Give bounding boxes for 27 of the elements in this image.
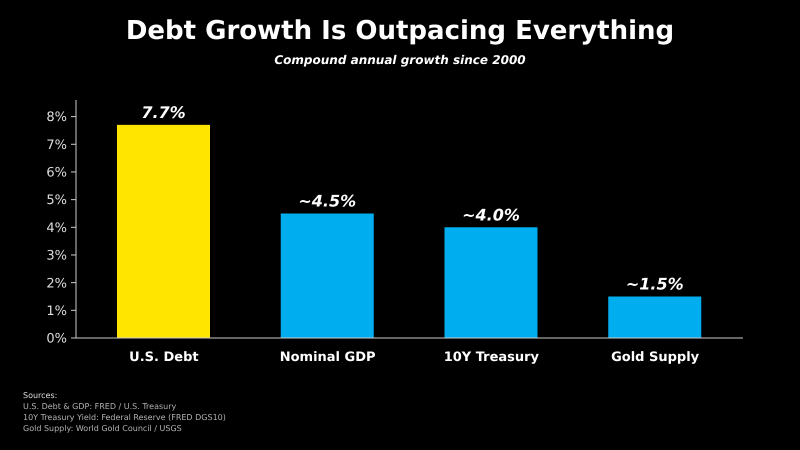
y-tick-label: 3% (46, 248, 67, 264)
bar (280, 213, 374, 338)
data-label: ~4.5% (298, 191, 356, 210)
bar (608, 296, 702, 338)
y-tick-label: 2% (46, 276, 67, 292)
y-tick-label: 6% (46, 166, 67, 181)
y-tick-label: 0% (46, 332, 67, 347)
y-tick-label: 8% (46, 110, 67, 126)
source-note: Sources: (23, 390, 58, 401)
x-tick-label: 10Y Treasury (444, 350, 540, 366)
y-tick-label: 7% (46, 138, 67, 153)
y-tick-label: 1% (46, 304, 67, 319)
y-tick-label: 4% (46, 220, 67, 236)
chart-subtitle: Compound annual growth since 2000 (273, 52, 527, 68)
data-label: ~4.0% (462, 205, 520, 224)
bar (117, 124, 210, 338)
x-tick-label: U.S. Debt (129, 350, 199, 366)
text: 10Y Treasury Yield: Federal Reserve (FRED DGS10) (23, 412, 226, 423)
x-tick-label: Nominal GDP (280, 350, 376, 366)
data-label: 7.7% (141, 102, 186, 122)
x-tick-label: Gold Supply (611, 350, 700, 366)
y-tick-label: 5% (46, 193, 67, 208)
data-label: ~1.5% (626, 274, 684, 294)
bar (444, 227, 538, 338)
text: Gold Supply: World Gold Council / USGS (23, 423, 183, 434)
chart-title: Debt Growth Is Outpacing Everything (124, 15, 676, 47)
text: U.S. Debt & GDP: FRED / U.S. Treasury (23, 401, 178, 412)
